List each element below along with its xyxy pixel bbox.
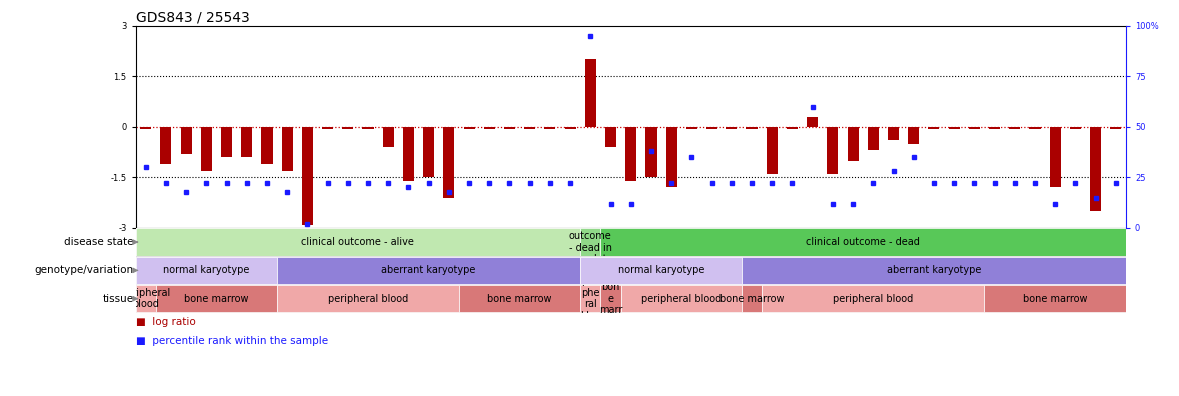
Text: ■  percentile rank within the sample: ■ percentile rank within the sample	[136, 336, 328, 346]
Bar	[1111, 127, 1121, 129]
Bar	[403, 127, 414, 181]
Text: peripheral blood: peripheral blood	[834, 294, 914, 304]
Text: clinical outcome - dead: clinical outcome - dead	[806, 237, 920, 247]
Bar	[726, 127, 737, 129]
Bar	[180, 127, 192, 154]
Bar	[1009, 127, 1020, 129]
Bar	[868, 127, 878, 150]
Bar	[136, 285, 156, 312]
Bar	[136, 257, 277, 284]
Text: disease state: disease state	[64, 237, 133, 247]
Text: peri
phe
ral
bloo: peri phe ral bloo	[580, 276, 601, 321]
Bar	[666, 127, 677, 187]
Bar	[686, 127, 697, 129]
Text: aberrant karyotype: aberrant karyotype	[887, 265, 981, 275]
Bar	[200, 127, 212, 171]
Bar	[762, 285, 984, 312]
Text: tissue: tissue	[103, 294, 133, 304]
Bar	[282, 127, 292, 171]
Text: clinical
outcome
- dead in
complete: clinical outcome - dead in complete	[567, 220, 613, 265]
Text: peripheral blood: peripheral blood	[328, 294, 408, 304]
Bar	[786, 127, 798, 129]
Bar	[443, 127, 454, 198]
Bar	[746, 127, 758, 129]
Bar	[848, 127, 858, 160]
Text: bone marrow: bone marrow	[720, 294, 784, 304]
Text: bone marrow: bone marrow	[184, 294, 249, 304]
Bar	[828, 127, 838, 174]
Text: normal karyotype: normal karyotype	[163, 265, 250, 275]
Text: bone marrow: bone marrow	[1023, 294, 1087, 304]
Text: ■  log ratio: ■ log ratio	[136, 317, 196, 327]
Bar	[140, 127, 151, 129]
Bar	[742, 285, 762, 312]
Bar	[423, 127, 434, 177]
Bar	[483, 127, 495, 129]
Bar	[156, 285, 277, 312]
Text: peripheral
blood: peripheral blood	[120, 288, 171, 310]
Bar	[949, 127, 960, 129]
Bar	[503, 127, 515, 129]
Bar	[808, 117, 818, 127]
Bar	[585, 59, 595, 127]
Bar	[580, 228, 600, 256]
Text: clinical outcome - alive: clinical outcome - alive	[302, 237, 414, 247]
Bar	[969, 127, 980, 129]
Bar	[625, 127, 637, 181]
Bar	[459, 285, 580, 312]
Text: genotype/variation: genotype/variation	[34, 265, 133, 275]
Bar	[706, 127, 717, 129]
Bar	[362, 127, 374, 129]
Bar	[645, 127, 657, 177]
Bar	[525, 127, 535, 129]
Bar	[742, 257, 1126, 284]
Bar	[322, 127, 334, 129]
Bar	[766, 127, 778, 174]
Bar	[600, 285, 620, 312]
Bar	[1049, 127, 1061, 187]
Bar	[620, 285, 742, 312]
Bar	[262, 127, 272, 164]
Bar	[277, 257, 580, 284]
Bar	[136, 228, 580, 256]
Bar	[989, 127, 1000, 129]
Bar	[580, 285, 600, 312]
Text: bone marrow: bone marrow	[487, 294, 552, 304]
Bar	[463, 127, 475, 129]
Bar	[908, 127, 920, 144]
Bar	[928, 127, 940, 129]
Text: peripheral blood: peripheral blood	[641, 294, 722, 304]
Bar	[888, 127, 900, 140]
Bar	[600, 228, 1126, 256]
Bar	[342, 127, 354, 129]
Bar	[242, 127, 252, 157]
Bar	[1069, 127, 1081, 129]
Bar	[545, 127, 555, 129]
Text: bon
e
marr: bon e marr	[599, 282, 623, 315]
Bar	[277, 285, 459, 312]
Bar	[383, 127, 394, 147]
Bar	[160, 127, 171, 164]
Bar	[302, 127, 312, 225]
Bar	[220, 127, 232, 157]
Text: aberrant karyotype: aberrant karyotype	[382, 265, 476, 275]
Bar	[605, 127, 617, 147]
Bar	[580, 257, 742, 284]
Bar	[984, 285, 1126, 312]
Bar	[565, 127, 575, 129]
Bar	[1029, 127, 1041, 129]
Bar	[1091, 127, 1101, 211]
Text: GDS843 / 25543: GDS843 / 25543	[136, 11, 249, 25]
Text: normal karyotype: normal karyotype	[618, 265, 704, 275]
